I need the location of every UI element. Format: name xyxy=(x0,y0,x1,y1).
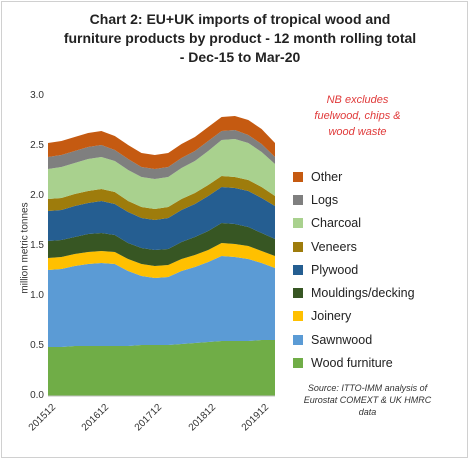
legend-item: Other xyxy=(293,165,415,188)
legend-label: Other xyxy=(311,169,343,184)
area-mouldings-decking xyxy=(48,223,275,266)
y-tick-label: 2.5 xyxy=(30,140,44,151)
y-tick-label: 3.0 xyxy=(30,90,44,101)
chart-source: Source: ITTO-IMM analysis of Eurostat CO… xyxy=(303,383,432,417)
legend-item: Veneers xyxy=(293,235,415,258)
legend-swatch xyxy=(293,311,303,322)
area-sawnwood xyxy=(48,256,275,347)
legend-swatch xyxy=(293,218,303,229)
legend-item: Joinery xyxy=(293,305,415,328)
area-logs xyxy=(48,130,275,179)
legend-item: Sawnwood xyxy=(293,328,415,351)
legend-swatch xyxy=(293,241,303,252)
y-tick-label: 1.0 xyxy=(30,290,44,301)
legend-label: Mouldings/decking xyxy=(311,286,415,301)
area-other xyxy=(48,116,275,169)
area-veneers xyxy=(48,176,275,220)
legend-swatch xyxy=(293,264,303,275)
chart-title: Chart 2: EU+UK imports of tropical wood … xyxy=(63,11,417,65)
legend-swatch xyxy=(293,334,303,345)
legend-label: Wood furniture xyxy=(311,356,393,371)
legend-label: Logs xyxy=(311,192,339,207)
legend-item: Logs xyxy=(293,188,415,211)
chart-legend: Other Logs Charcoal Veneers Plywood Mouldings… xyxy=(293,165,415,375)
legend-label: Sawnwood xyxy=(311,332,373,347)
y-tick-label: 0.5 xyxy=(30,340,44,351)
legend-item: Mouldings/decking xyxy=(293,281,415,304)
area-joinery xyxy=(48,243,275,278)
legend-swatch xyxy=(293,288,303,299)
y-tick-label: 2.0 xyxy=(30,190,44,201)
legend-swatch xyxy=(293,171,303,182)
chart-note: NB excludes fuelwood, chips & wood waste xyxy=(314,94,401,138)
area-plywood xyxy=(48,187,275,250)
legend-swatch xyxy=(293,358,303,369)
area-charcoal xyxy=(48,139,275,209)
legend-swatch xyxy=(293,194,303,205)
legend-label: Joinery xyxy=(311,309,352,324)
legend-item: Charcoal xyxy=(293,212,415,235)
area-wood-furniture xyxy=(48,340,275,396)
legend-item: Plywood xyxy=(293,258,415,281)
legend-item: Wood furniture xyxy=(293,351,415,374)
y-tick-label: 1.5 xyxy=(30,240,44,251)
legend-label: Veneers xyxy=(311,239,357,254)
legend-label: Charcoal xyxy=(311,216,362,231)
y-tick-label: 0.0 xyxy=(30,390,44,401)
legend-label: Plywood xyxy=(311,262,359,277)
